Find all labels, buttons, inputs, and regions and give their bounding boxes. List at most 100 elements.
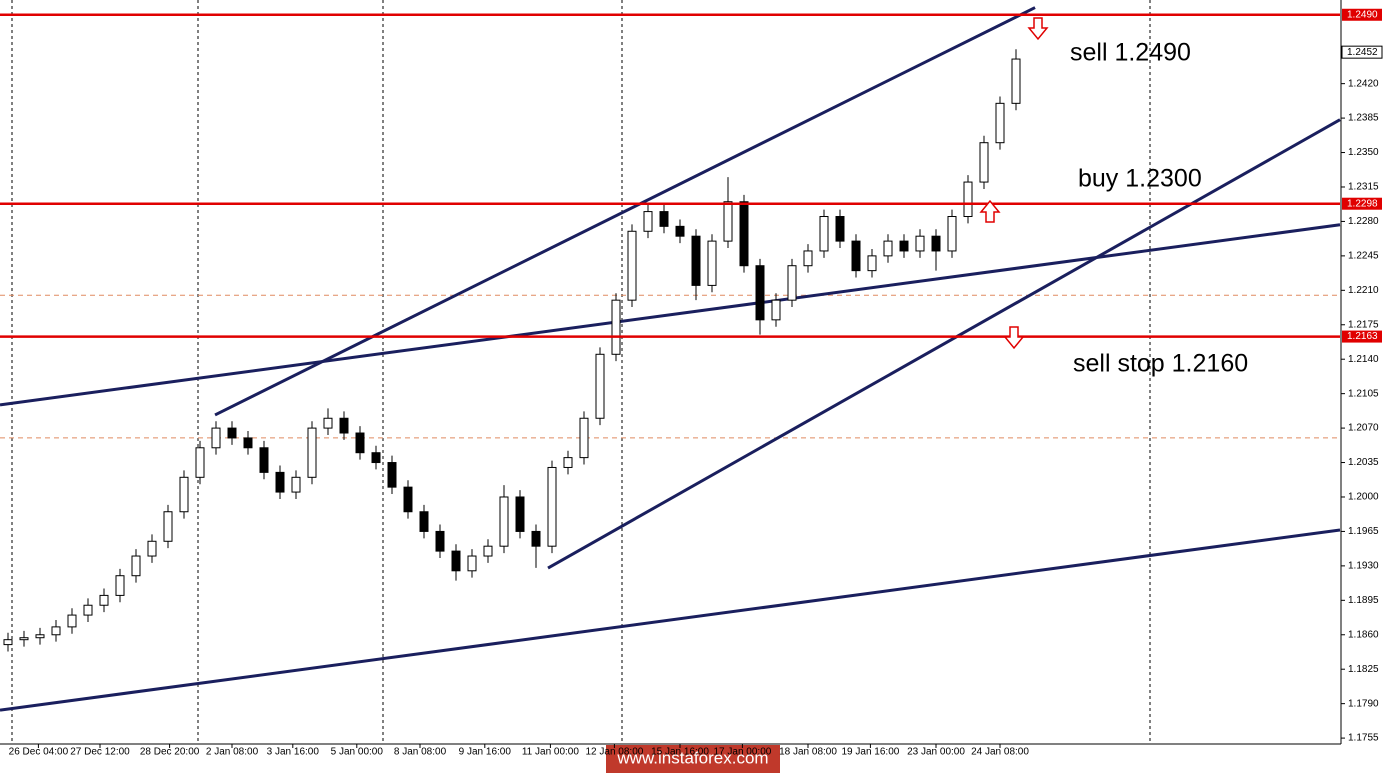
x-tick-label: 28 Dec 20:00 xyxy=(140,747,200,758)
y-tick-label: 1.2000 xyxy=(1348,492,1379,503)
trend-line xyxy=(0,223,1341,407)
y-tick-label: 1.1790 xyxy=(1348,698,1379,709)
candle-body xyxy=(787,265,797,301)
x-tick-label: 15 Jan 16:00 xyxy=(651,747,709,758)
x-tick-label: 11 Jan 00:00 xyxy=(522,747,580,758)
candle-body xyxy=(323,417,333,429)
level-label: 1.2298 xyxy=(1347,198,1378,209)
price-label: 1.2452 xyxy=(1347,47,1378,58)
trend-line xyxy=(0,528,1341,712)
candle-body xyxy=(931,235,941,252)
x-tick-label: 9 Jan 16:00 xyxy=(459,747,512,758)
candle-body xyxy=(35,634,45,639)
candle-body xyxy=(147,540,157,557)
y-tick-label: 1.1860 xyxy=(1348,629,1379,640)
candle-body xyxy=(867,255,877,272)
x-tick-label: 12 Jan 08:00 xyxy=(585,747,643,758)
candle-body xyxy=(739,201,749,267)
x-tick-label: 3 Jan 16:00 xyxy=(267,747,320,758)
candle-body xyxy=(291,476,301,493)
candle-body xyxy=(307,427,317,478)
y-tick-label: 1.1825 xyxy=(1348,664,1379,675)
candle-body xyxy=(483,545,493,557)
price-tag xyxy=(1341,45,1383,59)
candle-body xyxy=(643,211,653,232)
candle-body xyxy=(627,230,637,301)
y-tick-label: 1.2385 xyxy=(1348,113,1379,124)
candle-body xyxy=(595,353,605,419)
candle-body xyxy=(275,471,285,493)
candle-body xyxy=(995,102,1005,144)
candle-body xyxy=(1011,58,1021,104)
period-separators xyxy=(11,0,1151,744)
y-tick-label: 1.2070 xyxy=(1348,423,1379,434)
candle-body xyxy=(915,235,925,252)
y-tick-label: 1.1755 xyxy=(1348,733,1379,744)
candle-body xyxy=(547,466,557,547)
candle-body xyxy=(851,240,861,272)
candle-body xyxy=(339,417,349,434)
y-tick-label: 1.2175 xyxy=(1348,319,1379,330)
x-tick-label: 24 Jan 08:00 xyxy=(971,747,1029,758)
x-tick-label: 19 Jan 16:00 xyxy=(841,747,899,758)
candle-body xyxy=(227,427,237,439)
x-tick-label: 27 Dec 12:00 xyxy=(70,747,130,758)
trend-line xyxy=(547,118,1341,570)
y-tick-label: 1.2105 xyxy=(1348,388,1379,399)
candle-body xyxy=(3,639,13,646)
level-label: 1.2490 xyxy=(1347,9,1378,20)
candle-body xyxy=(387,462,397,488)
signal-arrows xyxy=(979,17,1049,350)
level-label: 1.2163 xyxy=(1347,331,1378,342)
candle-body xyxy=(563,457,573,468)
annotation: sell 1.2490 xyxy=(1070,39,1191,67)
candle-body xyxy=(131,555,141,577)
candle-body xyxy=(403,486,413,513)
x-tick-label: 23 Jan 00:00 xyxy=(907,747,965,758)
candle-body xyxy=(659,211,669,227)
candle-body xyxy=(67,614,77,628)
candle-body xyxy=(771,299,781,321)
candle-body xyxy=(467,555,477,572)
y-tick-label: 1.2420 xyxy=(1348,78,1379,89)
candle-body xyxy=(707,240,717,286)
candle-body xyxy=(531,530,541,547)
candle-body xyxy=(899,240,909,252)
x-tick-label: 8 Jan 08:00 xyxy=(394,747,447,758)
level-tag xyxy=(1342,330,1382,343)
candle-body xyxy=(579,417,589,459)
trend-line xyxy=(214,6,1036,417)
candle-body xyxy=(515,496,525,532)
y-tick-label: 1.1965 xyxy=(1348,526,1379,537)
candle-body xyxy=(243,437,253,449)
candle-body xyxy=(979,142,989,183)
candle-body xyxy=(675,225,685,237)
candle-body xyxy=(819,216,829,252)
candle-body xyxy=(83,604,93,616)
watermark: www.instaforex.com xyxy=(616,748,768,767)
candle-body xyxy=(755,265,765,321)
candle-body xyxy=(947,216,957,252)
annotation: sell stop 1.2160 xyxy=(1073,350,1248,378)
x-tick-label: 5 Jan 00:00 xyxy=(331,747,384,758)
x-tick-label: 17 Jan 00:00 xyxy=(713,747,771,758)
candle-body xyxy=(99,594,109,606)
y-tick-label: 1.2210 xyxy=(1348,285,1379,296)
y-tick-label: 1.2245 xyxy=(1348,251,1379,262)
candle-body xyxy=(195,447,205,478)
y-tick-label: 1.2315 xyxy=(1348,182,1379,193)
candle-body xyxy=(163,511,173,542)
candle-body xyxy=(611,299,621,355)
annotation: buy 1.2300 xyxy=(1078,165,1202,193)
level-tag xyxy=(1342,8,1382,21)
candle-body xyxy=(115,575,125,596)
candle-body xyxy=(419,511,429,532)
candle-body xyxy=(259,447,269,473)
candle-body xyxy=(499,496,509,547)
y-tick-label: 1.2140 xyxy=(1348,354,1379,365)
x-tick-label: 26 Dec 04:00 xyxy=(9,747,69,758)
candle-body xyxy=(835,216,845,242)
level-tag xyxy=(1342,197,1382,210)
